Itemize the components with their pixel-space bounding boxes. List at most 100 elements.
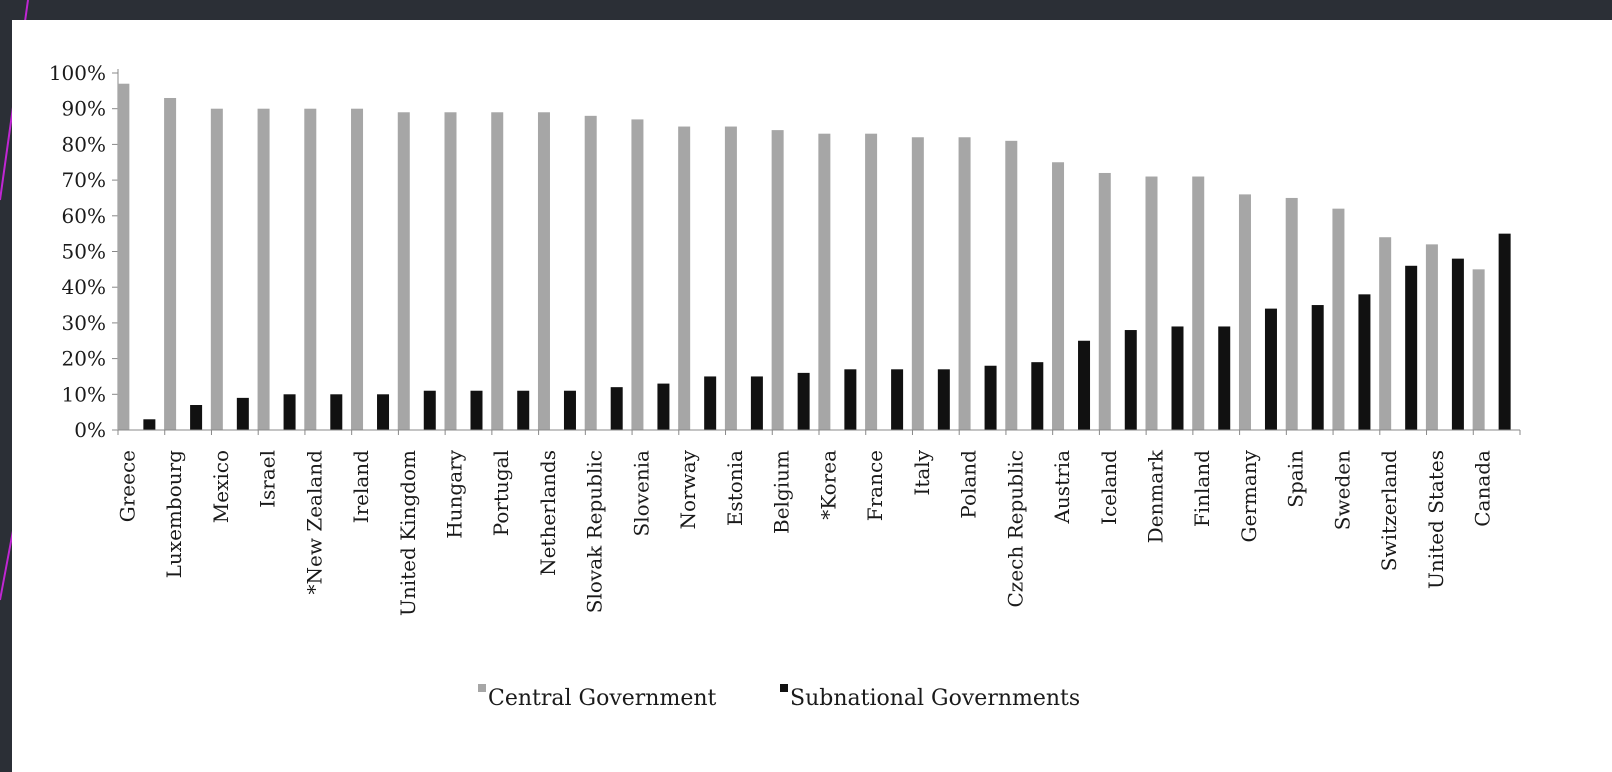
legend: Central Government Subnational Governmen… bbox=[478, 684, 1080, 711]
bar-subnational-governments bbox=[704, 376, 717, 430]
bar-central-government bbox=[444, 112, 457, 431]
y-tick-label: 100% bbox=[49, 61, 106, 85]
bar-subnational-governments bbox=[657, 383, 670, 430]
bar-central-government bbox=[865, 133, 878, 430]
bar-subnational-governments bbox=[1451, 258, 1464, 430]
bar-central-government bbox=[537, 112, 550, 431]
x-category-label: Czech Republic bbox=[1003, 450, 1027, 608]
x-category-label: Slovak Republic bbox=[583, 450, 607, 613]
bar-chart: 0% 10% 20% 30% 40% 50% 60% 70% 80% 90% 100% Greece… bbox=[49, 61, 1521, 711]
x-category-label: Estonia bbox=[723, 450, 747, 526]
bar-central-government bbox=[1052, 162, 1065, 430]
x-category-label: United States bbox=[1424, 450, 1448, 589]
bar-central-government bbox=[117, 83, 130, 431]
x-category-label: Portugal bbox=[489, 450, 513, 536]
y-tick-label: 10% bbox=[62, 382, 106, 406]
bar-central-government bbox=[631, 119, 644, 430]
legend-swatch-subnational-governments bbox=[780, 684, 788, 692]
x-category-label: Germany bbox=[1237, 449, 1261, 542]
y-tick-label: 50% bbox=[62, 240, 106, 264]
bar-subnational-governments bbox=[423, 390, 436, 430]
bar-subnational-governments bbox=[1218, 326, 1231, 430]
bar-subnational-governments bbox=[190, 405, 203, 430]
bar-central-government bbox=[1238, 194, 1251, 430]
y-tick-label: 60% bbox=[62, 204, 106, 228]
x-category-label: Sweden bbox=[1330, 450, 1354, 530]
bar-central-government bbox=[491, 112, 504, 431]
x-category-label: Belgium bbox=[770, 450, 794, 534]
bar-subnational-governments bbox=[470, 390, 483, 430]
y-tick-label: 70% bbox=[62, 168, 106, 192]
x-category-label: Luxembourg bbox=[162, 450, 186, 579]
x-category-label: Poland bbox=[957, 450, 981, 519]
x-category-label: Iceland bbox=[1097, 450, 1121, 525]
bar-central-government bbox=[1005, 140, 1018, 430]
x-category-label: Israel bbox=[256, 450, 280, 508]
x-category-label: *New Zealand bbox=[302, 450, 326, 595]
bar-central-government bbox=[584, 115, 597, 430]
x-category-label: Greece bbox=[115, 450, 139, 522]
bars bbox=[117, 83, 1511, 431]
x-category-label: Denmark bbox=[1144, 449, 1168, 543]
bar-subnational-governments bbox=[937, 369, 950, 430]
bar-central-government bbox=[818, 133, 831, 430]
bar-central-government bbox=[1332, 208, 1345, 430]
bar-subnational-governments bbox=[143, 419, 156, 430]
y-tick-label: 20% bbox=[62, 347, 106, 371]
legend-label-central-government: Central Government bbox=[488, 686, 717, 711]
y-tick-label: 0% bbox=[74, 418, 106, 442]
bar-central-government bbox=[1145, 176, 1158, 430]
legend-label-subnational-governments: Subnational Governments bbox=[790, 686, 1080, 711]
bar-central-government bbox=[210, 108, 223, 430]
bar-subnational-governments bbox=[377, 394, 390, 430]
bar-central-government bbox=[164, 97, 177, 431]
bar-central-government bbox=[1425, 244, 1438, 430]
y-tick-label: 80% bbox=[62, 132, 106, 156]
x-category-label: France bbox=[863, 450, 887, 521]
x-category-label: Spain bbox=[1284, 450, 1308, 508]
x-category-label: Switzerland bbox=[1377, 450, 1401, 571]
bar-central-government bbox=[397, 112, 410, 431]
bar-subnational-governments bbox=[610, 387, 623, 430]
bar-subnational-governments bbox=[1171, 326, 1184, 430]
bar-subnational-governments bbox=[1264, 308, 1277, 430]
x-axis: Greece Luxembourg Mexico Israel *New Zealand… bbox=[115, 429, 1521, 616]
x-category-label: Mexico bbox=[209, 450, 233, 523]
bar-subnational-governments bbox=[844, 369, 857, 430]
bar-subnational-governments bbox=[1358, 294, 1371, 430]
x-category-label: United Kingdom bbox=[396, 450, 420, 616]
bar-subnational-governments bbox=[236, 397, 249, 430]
bar-central-government bbox=[351, 108, 364, 430]
x-category-label: Netherlands bbox=[536, 450, 560, 576]
bar-subnational-governments bbox=[1078, 340, 1091, 430]
bar-subnational-governments bbox=[563, 390, 576, 430]
bar-central-government bbox=[304, 108, 317, 430]
x-category-label: Ireland bbox=[349, 450, 373, 523]
bar-subnational-governments bbox=[1498, 233, 1511, 430]
x-category-label: *Korea bbox=[816, 450, 840, 520]
bar-central-government bbox=[1379, 237, 1392, 430]
x-category-label: Italy bbox=[910, 449, 934, 495]
y-tick-label: 30% bbox=[62, 311, 106, 335]
bar-subnational-governments bbox=[984, 365, 997, 430]
bar-subnational-governments bbox=[1405, 265, 1418, 430]
x-category-label: Canada bbox=[1471, 450, 1495, 527]
y-axis: 0% 10% 20% 30% 40% 50% 60% 70% 80% 90% 100% bbox=[49, 61, 119, 442]
bar-subnational-governments bbox=[1031, 362, 1044, 430]
bar-central-government bbox=[678, 126, 691, 431]
bar-central-government bbox=[911, 137, 924, 430]
legend-swatch-central-government bbox=[478, 684, 486, 692]
bar-central-government bbox=[1192, 176, 1205, 430]
chart-panel: 0% 10% 20% 30% 40% 50% 60% 70% 80% 90% 100% Greece… bbox=[12, 20, 1612, 772]
bar-subnational-governments bbox=[1124, 330, 1137, 430]
x-category-label: Hungary bbox=[443, 449, 467, 538]
bar-subnational-governments bbox=[330, 394, 343, 430]
x-category-label: Austria bbox=[1050, 450, 1074, 525]
bar-subnational-governments bbox=[1311, 305, 1324, 430]
bar-subnational-governments bbox=[891, 369, 904, 430]
bar-subnational-governments bbox=[750, 376, 763, 430]
bar-central-government bbox=[1098, 172, 1111, 430]
bar-central-government bbox=[1472, 269, 1485, 430]
y-tick-label: 90% bbox=[62, 97, 106, 121]
bar-central-government bbox=[257, 108, 270, 430]
